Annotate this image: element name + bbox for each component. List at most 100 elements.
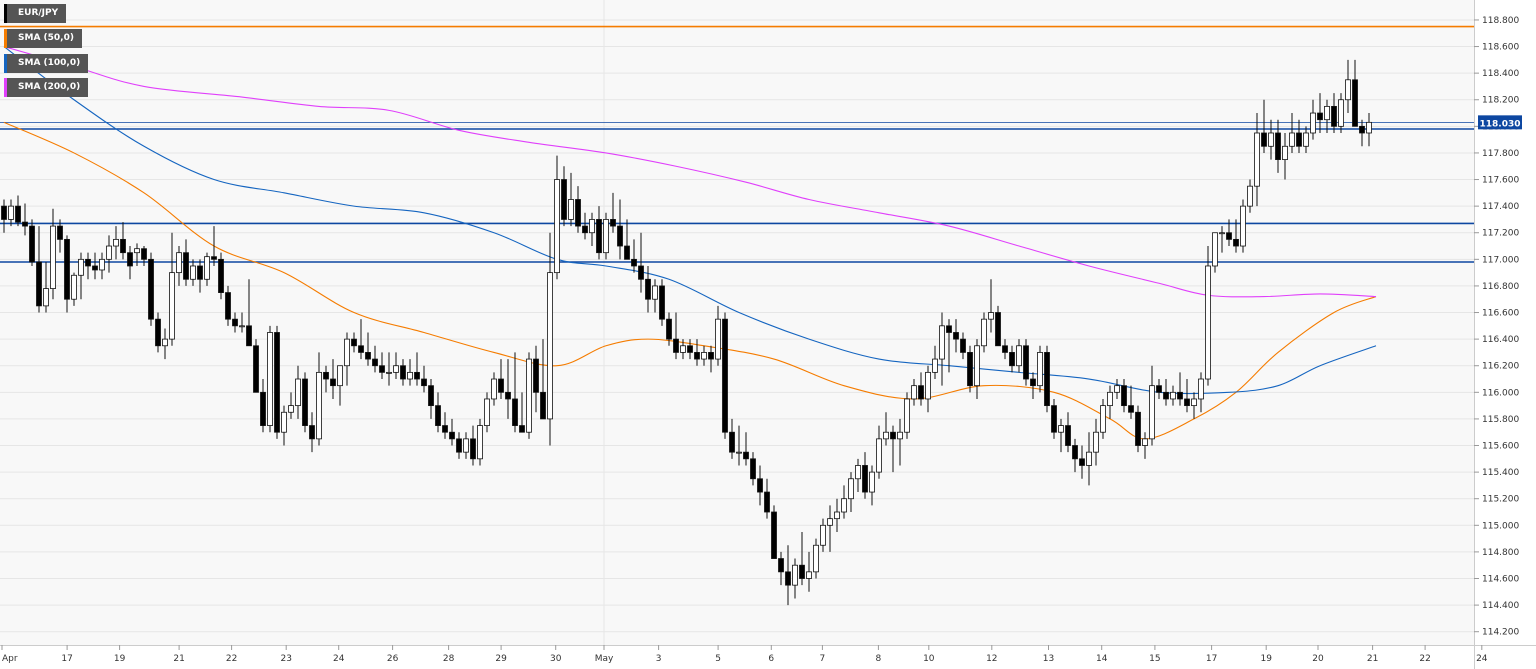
candle-body bbox=[1044, 352, 1050, 407]
candle-body bbox=[1142, 438, 1148, 446]
candle-body bbox=[477, 425, 483, 460]
x-tick-label: 29 bbox=[495, 654, 507, 664]
candle-body bbox=[869, 471, 875, 493]
candle-body bbox=[78, 258, 84, 276]
candle-body bbox=[449, 431, 455, 440]
candle-body bbox=[883, 431, 889, 440]
candle-body bbox=[1268, 132, 1274, 147]
candle-body bbox=[848, 478, 854, 500]
x-tick-label: 15 bbox=[1149, 654, 1160, 664]
candle-body bbox=[1, 205, 7, 220]
price-tag-bg bbox=[1478, 115, 1522, 130]
candle-body bbox=[939, 325, 945, 360]
candle-body bbox=[64, 238, 70, 300]
y-tick-label: 114.600 bbox=[1482, 575, 1519, 585]
candle-body bbox=[281, 411, 287, 433]
candle-body bbox=[365, 352, 371, 360]
candle-body bbox=[540, 391, 546, 420]
candle-body bbox=[169, 272, 175, 340]
candle-body bbox=[316, 371, 322, 440]
candle-body bbox=[512, 398, 518, 426]
candle-body bbox=[1303, 132, 1309, 147]
horizontal-levels bbox=[0, 25, 1474, 263]
legend-sma-100: SMA (100,0) bbox=[4, 54, 89, 73]
x-tick-label: 21 bbox=[173, 654, 184, 664]
candle-body bbox=[1205, 265, 1211, 380]
candle-body bbox=[813, 544, 819, 573]
candle-body bbox=[148, 258, 154, 320]
candle-body bbox=[1331, 105, 1337, 127]
candle-body bbox=[393, 365, 399, 373]
x-tick-label: 21 bbox=[1367, 654, 1378, 664]
candle-body bbox=[1233, 238, 1239, 247]
y-tick-label: 118.600 bbox=[1482, 43, 1519, 53]
candle-body bbox=[1317, 112, 1323, 121]
candle-body bbox=[1352, 79, 1358, 127]
plot-background bbox=[0, 0, 1474, 645]
y-tick-label: 118.800 bbox=[1482, 16, 1519, 26]
candle-body bbox=[288, 405, 294, 413]
candle-body bbox=[918, 385, 924, 400]
candle-body bbox=[15, 205, 21, 223]
candle-body bbox=[491, 378, 497, 400]
candle-body bbox=[435, 405, 441, 426]
y-tick-label: 115.600 bbox=[1482, 442, 1519, 452]
current-price-tag: 118.030 bbox=[1478, 115, 1522, 130]
candle-body bbox=[1198, 378, 1204, 400]
grid-lines bbox=[0, 0, 1474, 645]
candle-body bbox=[1219, 232, 1225, 235]
candle-body bbox=[1002, 345, 1008, 353]
x-tick-label: 12 bbox=[986, 654, 997, 664]
candle-body bbox=[981, 318, 987, 347]
candle-body bbox=[246, 325, 252, 347]
candle-body bbox=[925, 371, 931, 400]
candle-body bbox=[232, 318, 238, 327]
x-tick-label: 5 bbox=[715, 654, 721, 664]
y-tick-label: 116.200 bbox=[1482, 362, 1519, 372]
candle-body bbox=[827, 518, 833, 526]
candle-body bbox=[820, 524, 826, 546]
candle-body bbox=[267, 332, 273, 426]
x-tick-label: 20 bbox=[1312, 654, 1324, 664]
candle-body bbox=[1051, 405, 1057, 433]
candle-body bbox=[771, 511, 777, 559]
candle-body bbox=[659, 285, 665, 320]
candle-body bbox=[1184, 398, 1190, 407]
candle-body bbox=[225, 292, 231, 320]
candle-body bbox=[855, 465, 861, 480]
candle-body bbox=[680, 345, 686, 353]
candle-body bbox=[1324, 105, 1330, 121]
candle-body bbox=[589, 219, 595, 234]
candle-body bbox=[295, 378, 301, 407]
candle-body bbox=[456, 438, 462, 453]
x-tick-label: 8 bbox=[876, 654, 882, 664]
candle-body bbox=[1009, 352, 1015, 367]
candle-body bbox=[407, 371, 413, 380]
candle-body bbox=[1072, 445, 1078, 460]
candle-body bbox=[428, 385, 434, 407]
x-tick-label: 10 bbox=[923, 654, 935, 664]
y-tick-label: 118.400 bbox=[1482, 69, 1519, 79]
y-tick-label: 117.200 bbox=[1482, 229, 1519, 239]
candle-body bbox=[463, 438, 469, 453]
x-tick-label: 6 bbox=[768, 654, 774, 664]
candle-body bbox=[967, 352, 973, 387]
y-tick-label: 115.800 bbox=[1482, 415, 1519, 425]
candle-body bbox=[596, 219, 602, 254]
candle-body bbox=[57, 225, 63, 240]
candle-body bbox=[799, 564, 805, 579]
candle-body bbox=[190, 265, 196, 280]
candle-body bbox=[1121, 385, 1127, 407]
candle-body bbox=[218, 258, 224, 293]
y-tick-label: 117.800 bbox=[1482, 149, 1519, 159]
candle-body bbox=[547, 272, 553, 420]
candle-body bbox=[946, 325, 952, 333]
candle-body bbox=[1212, 232, 1218, 267]
candle-body bbox=[239, 325, 245, 328]
candle-body bbox=[988, 312, 994, 320]
x-tick-label: 24 bbox=[333, 654, 345, 664]
candles bbox=[1, 59, 1372, 606]
candle-body bbox=[624, 245, 630, 260]
candle-body bbox=[554, 179, 560, 274]
candle-body bbox=[575, 199, 581, 227]
